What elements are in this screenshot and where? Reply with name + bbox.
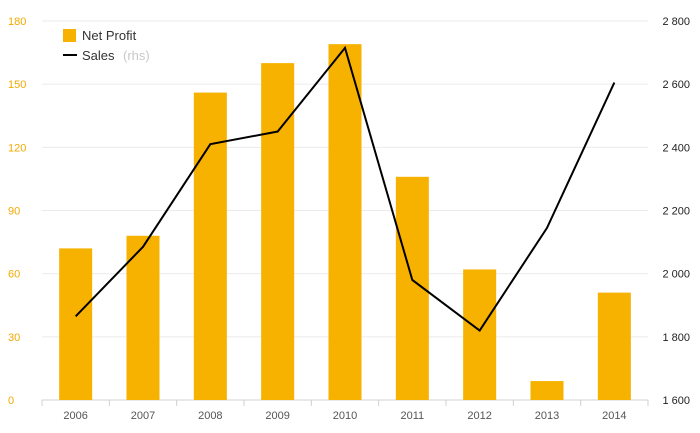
x-tick-label: 2012 (467, 410, 491, 422)
x-tick-label: 2011 (401, 410, 425, 422)
bar-2008 (193, 92, 227, 400)
bar-2014 (597, 292, 631, 400)
y-right-tick-label: 2 200 (662, 206, 690, 218)
x-tick-label: 2013 (535, 410, 559, 422)
y-left-tick-label: 120 (8, 142, 26, 154)
y-right-tick-label: 2 600 (662, 79, 690, 91)
x-axis: 2006 2007 2008 2009 2010 2011 2012 2013 2014 (41, 400, 649, 422)
bar-2012 (463, 269, 497, 400)
bar-series (59, 44, 631, 401)
y-axis-right: 1 600 1 800 2 000 2 200 2 400 2 600 2 800 (662, 16, 690, 407)
legend-label-net-profit: Net Profit (82, 28, 137, 43)
y-right-tick-label: 2 000 (662, 269, 690, 281)
y-left-tick-label: 0 (8, 395, 14, 407)
x-tick-label: 2007 (131, 410, 155, 422)
y-left-tick-label: 150 (8, 79, 26, 91)
x-tick-label: 2014 (602, 410, 626, 422)
y-left-tick-label: 180 (8, 16, 26, 28)
line-series (74, 45, 616, 332)
y-right-tick-label: 1 800 (662, 332, 690, 344)
bar-2013 (530, 381, 564, 400)
y-right-tick-label: 2 800 (662, 16, 690, 28)
y-left-tick-label: 30 (8, 332, 20, 344)
x-tick-label: 2009 (265, 410, 289, 422)
x-tick-label: 2006 (63, 410, 87, 422)
legend-label-sales-note: (rhs) (123, 48, 150, 63)
bar-2009 (261, 63, 295, 400)
y-right-tick-label: 2 400 (662, 142, 690, 154)
legend-swatch-net-profit (63, 29, 76, 42)
legend-label-sales-name: Sales (82, 48, 115, 63)
y-left-tick-label: 90 (8, 206, 20, 218)
bar-2007 (126, 235, 160, 400)
x-tick-label: 2010 (333, 410, 357, 422)
legend-label-sales: Sales (rhs) (82, 47, 150, 64)
bar-2010 (328, 44, 362, 401)
y-left-tick-label: 60 (8, 269, 20, 281)
legend: Net Profit Sales (rhs) (63, 28, 150, 64)
bar-2006 (59, 248, 93, 400)
x-tick-label: 2008 (198, 410, 222, 422)
y-right-tick-label: 1 600 (662, 395, 690, 407)
y-axis-left: 0 30 60 90 120 150 180 (8, 16, 26, 407)
